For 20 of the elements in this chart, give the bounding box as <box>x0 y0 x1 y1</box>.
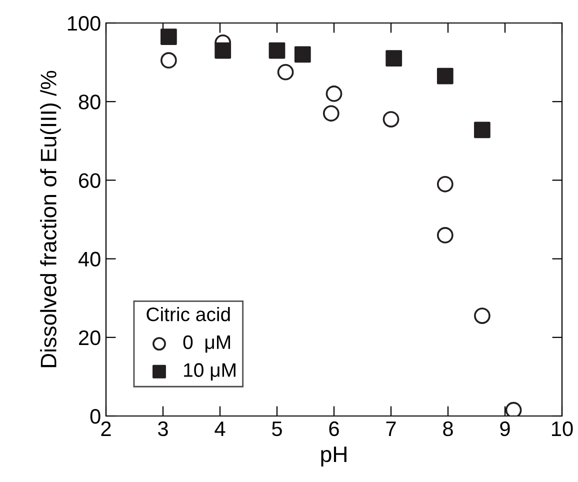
x-tick-label: 8 <box>443 421 453 436</box>
x-tick-label: 7 <box>386 422 396 436</box>
y-tick-label: 40 <box>78 252 100 267</box>
x-tick-label: 10 <box>552 421 573 436</box>
y-tick-label: 100 <box>68 16 100 31</box>
legend-label: 10 μM <box>184 363 236 380</box>
y-tick-label: 80 <box>78 94 100 110</box>
legend-title: Citric acid <box>146 306 230 322</box>
legend-label: 0 μM <box>183 335 230 353</box>
y-tick-label: 60 <box>79 173 100 188</box>
x-tick-label: 4 <box>214 422 226 436</box>
y-tick-label: 0 <box>90 409 100 424</box>
x-axis-title: pH <box>321 446 346 467</box>
x-tick-label: 3 <box>158 421 168 436</box>
y-tick-label: 20 <box>79 330 100 346</box>
x-tick-label: 9 <box>500 421 510 436</box>
y-axis-title: Dissolved fraction of Eu(III) /% <box>40 70 61 368</box>
x-tick-label: 6 <box>329 421 339 436</box>
x-tick-label: 2 <box>101 421 111 436</box>
x-tick-label: 5 <box>272 422 282 436</box>
